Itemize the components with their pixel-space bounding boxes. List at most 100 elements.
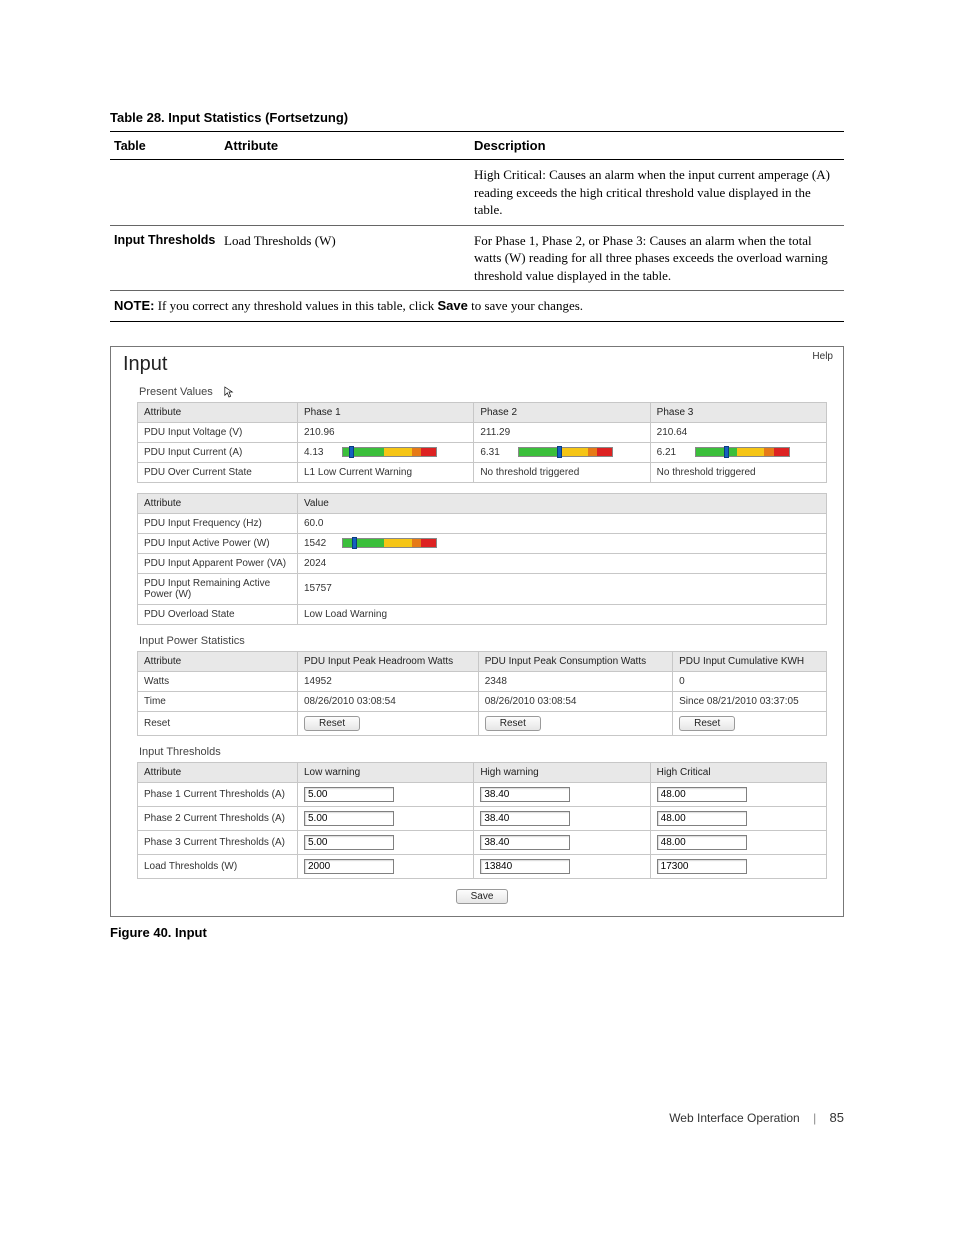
cell-desc: High Critical: Causes an alarm when the … (470, 160, 844, 226)
thresh-p3-crit-input[interactable] (657, 835, 747, 850)
thresh-p3-high-input[interactable] (480, 835, 570, 850)
footer-page-number: 85 (830, 1110, 844, 1125)
thresh-p1-low-input[interactable] (304, 787, 394, 802)
note-text-2: to save your changes. (468, 298, 583, 313)
pv-current-p1: 4.13 (298, 442, 474, 462)
thresh-head-crit: High Critical (650, 762, 826, 782)
table-row: PDU Input Remaining Active Power (W) 157… (138, 573, 827, 604)
table-row: PDU Input Current (A) 4.13 6.31 6.21 (138, 442, 827, 462)
freq-label: PDU Input Frequency (Hz) (138, 513, 298, 533)
value-table: Attribute Value PDU Input Frequency (Hz)… (137, 493, 827, 625)
note-prefix: NOTE: (114, 298, 154, 313)
thresh-load-label: Load Thresholds (W) (138, 854, 298, 878)
stats-time-label: Time (138, 691, 298, 711)
stats-head-consumption: PDU Input Peak Consumption Watts (478, 651, 672, 671)
pv-voltage-p1: 210.96 (298, 422, 474, 442)
gauge-value: 1542 (304, 538, 336, 549)
gauge-value: 6.21 (657, 447, 689, 458)
gauge-bar (342, 538, 437, 548)
overload-state-label: PDU Overload State (138, 604, 298, 624)
cursor-icon (224, 386, 234, 398)
thresh-head-high: High warning (474, 762, 650, 782)
table-row: Input Thresholds Load Thresholds (W) For… (110, 225, 844, 291)
note-save-word: Save (437, 298, 467, 313)
table-row: Phase 3 Current Thresholds (A) (138, 830, 827, 854)
thresh-head-low: Low warning (298, 762, 474, 782)
thresh-load-crit-input[interactable] (657, 859, 747, 874)
gauge-bar (342, 447, 437, 457)
pv-overcurrent-label: PDU Over Current State (138, 462, 298, 482)
thresholds-label: Input Thresholds (139, 746, 827, 758)
page-footer: Web Interface Operation | 85 (110, 1110, 844, 1155)
cell-desc: For Phase 1, Phase 2, or Phase 3: Causes… (470, 225, 844, 291)
pv-head-p1: Phase 1 (298, 402, 474, 422)
present-values-text: Present Values (139, 386, 213, 398)
pv-head-p2: Phase 2 (474, 402, 650, 422)
stats-watts-c1: 14952 (298, 671, 479, 691)
table-row: PDU Input Frequency (Hz) 60.0 (138, 513, 827, 533)
stats-label: Input Power Statistics (139, 635, 827, 647)
col-header-attribute: Attribute (220, 132, 470, 160)
reset-consumption-button[interactable]: Reset (485, 716, 541, 731)
table-note-row: NOTE: If you correct any threshold value… (110, 291, 844, 322)
overload-state-val: Low Load Warning (298, 604, 827, 624)
stats-head-headroom: PDU Input Peak Headroom Watts (298, 651, 479, 671)
doc-table: Table Attribute Description High Critica… (110, 131, 844, 322)
gauge-value: 6.31 (480, 447, 512, 458)
stats-table: Attribute PDU Input Peak Headroom Watts … (137, 651, 827, 736)
input-panel: Help Input Present Values Attribute Phas… (110, 346, 844, 917)
thresh-p1-crit-input[interactable] (657, 787, 747, 802)
thresh-load-high-input[interactable] (480, 859, 570, 874)
stats-watts-c3: 0 (673, 671, 827, 691)
pv-voltage-p3: 210.64 (650, 422, 826, 442)
cell-attr: Load Thresholds (W) (220, 225, 470, 291)
table-row: PDU Input Active Power (W) 1542 (138, 533, 827, 553)
thresh-load-low-input[interactable] (304, 859, 394, 874)
col-header-table: Table (110, 132, 220, 160)
stats-reset-label: Reset (138, 711, 298, 735)
stats-head-kwh: PDU Input Cumulative KWH (673, 651, 827, 671)
thresh-p2-label: Phase 2 Current Thresholds (A) (138, 806, 298, 830)
gauge-bar (695, 447, 790, 457)
stats-watts-label: Watts (138, 671, 298, 691)
remaining-power-val: 15757 (298, 573, 827, 604)
reset-headroom-button[interactable]: Reset (304, 716, 360, 731)
apparent-power-val: 2024 (298, 553, 827, 573)
thresh-p3-low-input[interactable] (304, 835, 394, 850)
thresh-p2-crit-input[interactable] (657, 811, 747, 826)
footer-section: Web Interface Operation (669, 1111, 800, 1125)
value-head-val: Value (298, 493, 827, 513)
figure-caption: Figure 40. Input (110, 925, 844, 940)
pv-head-attr: Attribute (138, 402, 298, 422)
table-row: Load Thresholds (W) (138, 854, 827, 878)
table-note: NOTE: If you correct any threshold value… (110, 291, 844, 322)
freq-val: 60.0 (298, 513, 827, 533)
stats-time-c3: Since 08/21/2010 03:37:05 (673, 691, 827, 711)
thresh-p1-high-input[interactable] (480, 787, 570, 802)
present-values-table: Attribute Phase 1 Phase 2 Phase 3 PDU In… (137, 402, 827, 483)
thresh-p3-label: Phase 3 Current Thresholds (A) (138, 830, 298, 854)
thresh-p2-high-input[interactable] (480, 811, 570, 826)
thresh-p2-low-input[interactable] (304, 811, 394, 826)
pv-current-p3: 6.21 (650, 442, 826, 462)
stats-time-c1: 08/26/2010 03:08:54 (298, 691, 479, 711)
apparent-power-label: PDU Input Apparent Power (VA) (138, 553, 298, 573)
pv-current-p2: 6.31 (474, 442, 650, 462)
pv-overcurrent-p2: No threshold triggered (474, 462, 650, 482)
thresh-head-attr: Attribute (138, 762, 298, 782)
reset-kwh-button[interactable]: Reset (679, 716, 735, 731)
table-row: Time 08/26/2010 03:08:54 08/26/2010 03:0… (138, 691, 827, 711)
help-link[interactable]: Help (812, 351, 833, 362)
table-row: Reset Reset Reset Reset (138, 711, 827, 735)
remaining-power-label: PDU Input Remaining Active Power (W) (138, 573, 298, 604)
pv-voltage-label: PDU Input Voltage (V) (138, 422, 298, 442)
save-button[interactable]: Save (456, 889, 509, 904)
thresh-p1-label: Phase 1 Current Thresholds (A) (138, 782, 298, 806)
active-power-val: 1542 (298, 533, 827, 553)
stats-watts-c2: 2348 (478, 671, 672, 691)
pv-overcurrent-p3: No threshold triggered (650, 462, 826, 482)
table-row: Phase 1 Current Thresholds (A) (138, 782, 827, 806)
value-head-attr: Attribute (138, 493, 298, 513)
pv-current-label: PDU Input Current (A) (138, 442, 298, 462)
table-caption: Table 28. Input Statistics (Fortsetzung) (110, 110, 844, 125)
